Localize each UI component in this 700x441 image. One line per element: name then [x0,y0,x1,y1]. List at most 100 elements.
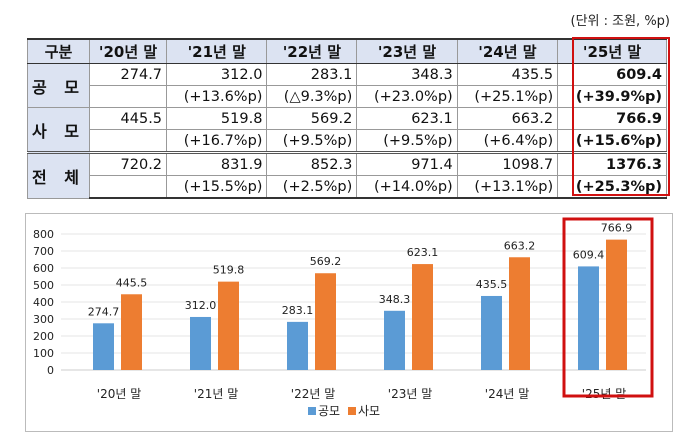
x-tick-label: '25년 말 [582,387,626,401]
bar-사모 [315,273,336,370]
data-label: 274.7 [88,305,120,318]
table-row: (+16.7%p) (+9.5%p) (+9.5%p) (+6.4%p) (+15.6%… [28,129,667,153]
table-row: (+15.5%p) (+2.5%p) (+14.0%p) (+13.1%p) (+25.… [28,175,667,199]
value-cell: 445.5 [89,107,168,130]
row-header: 전 체 [26,151,91,199]
change-cell: (+16.7%p) [166,129,268,153]
bar-사모 [509,257,530,370]
change-cell: (+9.5%p) [356,129,458,153]
legend-swatch [348,407,356,415]
x-tick-label: '20년 말 [97,387,141,401]
value-cell: 274.7 [89,63,168,86]
x-tick-label: '24년 말 [485,387,529,401]
fund-table: 구분 '20년 말 '21년 말 '22년 말 '23년 말 '24년 말 '25년 말 공… [26,38,667,199]
y-tick-label: 600 [33,262,54,275]
value-cell: 519.8 [166,107,268,130]
value-cell: 663.2 [456,107,559,130]
column-header: '21년 말 [166,38,268,64]
value-cell: 569.2 [266,107,358,130]
value-cell: 348.3 [356,63,458,86]
change-cell: (+23.0%p) [356,85,458,108]
data-label: 569.2 [310,255,342,268]
column-header: '20년 말 [89,38,168,64]
highlight-box-chart [562,217,654,398]
table-row: 사 모 445.5 519.8 569.2 623.1 663.2 766.9 [26,107,667,153]
data-label: 663.2 [504,239,536,252]
change-cell [89,85,168,108]
bar-사모 [412,264,433,370]
table-row: 공 모 274.7 312.0 283.1 348.3 435.5 609.4 [26,63,667,108]
data-label: 623.1 [407,246,439,259]
legend-swatch [308,407,316,415]
data-label: 435.5 [476,278,508,291]
y-tick-label: 200 [33,330,54,343]
x-tick-label: '21년 말 [194,387,238,401]
data-label: 519.8 [213,264,245,277]
y-tick-label: 100 [33,347,54,360]
column-header: 구분 [26,38,91,64]
bar-사모 [218,281,239,370]
data-label: 445.5 [116,276,148,289]
bar-사모 [606,239,627,370]
data-label: 609.4 [573,248,605,261]
bar-공모 [287,321,308,370]
data-label: 766.9 [601,222,633,235]
bar-사모 [121,294,142,370]
change-cell [89,129,168,153]
value-cell: 435.5 [456,63,559,86]
x-tick-label: '22년 말 [291,387,335,401]
column-header: '22년 말 [266,38,358,64]
change-cell [89,175,168,199]
table-row: 전 체 720.2 831.9 852.3 971.4 1098.7 1376.3 [26,151,667,199]
change-cell: (+9.5%p) [266,129,358,153]
change-cell: (+13.1%p) [456,175,559,199]
bar-공모 [481,295,502,370]
row-header: 공 모 [26,63,91,108]
x-tick-label: '23년 말 [388,387,432,401]
y-tick-label: 700 [33,245,54,258]
change-cell: (+13.6%p) [166,85,268,108]
value-cell: 766.9 [557,107,667,130]
y-tick-label: 0 [47,364,54,377]
change-cell: (△9.3%p) [266,85,358,108]
bar-공모 [578,266,599,370]
bar-공모 [190,316,211,370]
change-cell: (+25.3%p) [557,175,667,199]
row-header: 사 모 [26,107,91,153]
bar-chart: 0 100 200 300 400 500 600 700 800 274.7 445.5 '20년 … [25,213,673,432]
change-cell: (+14.0%p) [356,175,458,199]
column-header: '24년 말 [456,38,559,64]
unit-note: (단위 : 조원, %p) [570,14,671,29]
value-cell: 283.1 [266,63,358,86]
value-cell: 623.1 [356,107,458,130]
value-cell: 1098.7 [456,151,559,176]
value-cell: 852.3 [266,151,358,176]
value-cell: 312.0 [166,63,268,86]
value-cell: 1376.3 [557,151,667,176]
bar-공모 [384,310,405,370]
y-tick-label: 500 [33,279,54,292]
y-tick-label: 800 [33,228,54,241]
y-tick-label: 300 [33,313,54,326]
value-cell: 720.2 [89,151,168,176]
data-label: 348.3 [379,293,411,306]
header-row: 구분 '20년 말 '21년 말 '22년 말 '23년 말 '24년 말 '25년 말 [26,38,667,64]
change-cell: (+15.5%p) [166,175,268,199]
change-cell: (+15.6%p) [557,129,667,153]
change-cell: (+2.5%p) [266,175,358,199]
y-tick-label: 400 [33,296,54,309]
change-cell: (+39.9%p) [557,85,667,108]
change-cell: (+6.4%p) [456,129,559,153]
legend-label: 공모 [318,404,340,418]
value-cell: 609.4 [557,63,667,86]
data-label: 312.0 [185,299,217,312]
value-cell: 971.4 [356,151,458,176]
column-header: '23년 말 [356,38,458,64]
change-cell: (+25.1%p) [456,85,559,108]
column-header: '25년 말 [557,38,667,64]
data-label: 283.1 [282,304,314,317]
table-row: (+13.6%p) (△9.3%p) (+23.0%p) (+25.1%p) (+39.… [28,85,667,108]
legend-label: 사모 [358,404,380,418]
bar-공모 [93,323,114,370]
value-cell: 831.9 [166,151,268,176]
